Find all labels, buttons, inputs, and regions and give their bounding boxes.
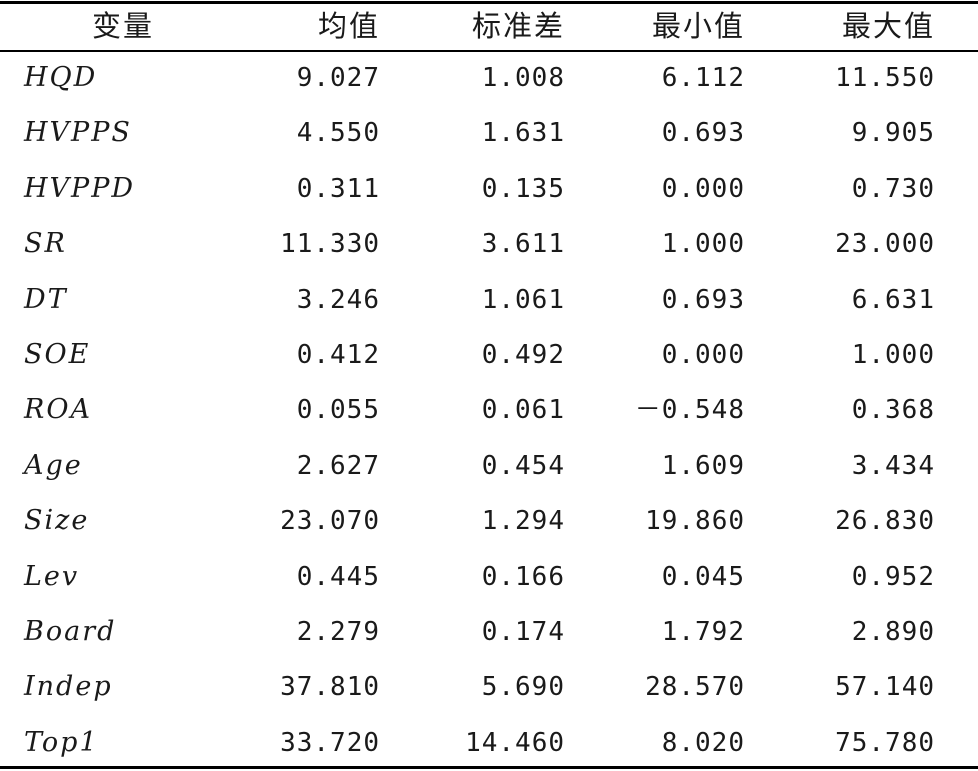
cell-sd: 0.454 [481, 451, 565, 481]
cell-min: 1.000 [661, 229, 745, 259]
cell-mean: 2.279 [296, 617, 380, 647]
cell-variable: HVPPS [24, 117, 132, 148]
table-row: Top1 33.720 14.460 8.020 75.780 [0, 723, 978, 763]
table-row: Indep 37.810 5.690 28.570 57.140 [0, 667, 978, 707]
cell-max: 6.631 [851, 285, 935, 315]
header-variable: 变量 [92, 9, 155, 43]
cell-min: 1.792 [661, 617, 745, 647]
cell-max: 75.780 [835, 728, 935, 758]
cell-mean: 33.720 [280, 728, 380, 758]
cell-sd: 0.166 [481, 562, 565, 592]
cell-variable: HQD [24, 62, 98, 93]
cell-sd: 1.061 [481, 285, 565, 315]
header-rule [0, 50, 978, 52]
cell-min: 28.570 [645, 672, 745, 702]
cell-sd: 14.460 [465, 728, 565, 758]
table-row: Board 2.279 0.174 1.792 2.890 [0, 612, 978, 652]
cell-variable: Indep [24, 671, 113, 702]
header-row: 变量 均值 标准差 最小值 最大值 [0, 6, 978, 46]
cell-max: 0.730 [851, 174, 935, 204]
cell-mean: 0.445 [296, 562, 380, 592]
bottom-rule [0, 766, 978, 769]
cell-max: 9.905 [851, 118, 935, 148]
cell-mean: 11.330 [280, 229, 380, 259]
cell-variable: SOE [24, 339, 91, 370]
cell-variable: Top1 [24, 727, 99, 758]
table-row: Lev 0.445 0.166 0.045 0.952 [0, 557, 978, 597]
cell-variable: Size [24, 505, 90, 536]
cell-mean: 4.550 [296, 118, 380, 148]
cell-min: 0.000 [661, 340, 745, 370]
cell-sd: 0.492 [481, 340, 565, 370]
table-row: HVPPD 0.311 0.135 0.000 0.730 [0, 169, 978, 209]
header-min: 最小值 [651, 9, 745, 43]
cell-variable: DT [24, 284, 68, 315]
cell-sd: 1.294 [481, 506, 565, 536]
table-row: DT 3.246 1.061 0.693 6.631 [0, 280, 978, 320]
cell-min: 0.045 [661, 562, 745, 592]
cell-mean: 2.627 [296, 451, 380, 481]
header-mean: 均值 [317, 9, 380, 43]
cell-min: －0.548 [634, 395, 745, 425]
cell-sd: 3.611 [481, 229, 565, 259]
table-row: HQD 9.027 1.008 6.112 11.550 [0, 58, 978, 98]
cell-max: 0.952 [851, 562, 935, 592]
cell-variable: ROA [24, 394, 92, 425]
cell-max: 23.000 [835, 229, 935, 259]
table-row: Age 2.627 0.454 1.609 3.434 [0, 446, 978, 486]
table-row: SR 11.330 3.611 1.000 23.000 [0, 224, 978, 264]
cell-mean: 3.246 [296, 285, 380, 315]
cell-mean: 23.070 [280, 506, 380, 536]
cell-max: 0.368 [851, 395, 935, 425]
cell-min: 0.693 [661, 285, 745, 315]
cell-variable: Lev [24, 561, 80, 592]
cell-min: 6.112 [661, 63, 745, 93]
cell-mean: 0.412 [296, 340, 380, 370]
cell-mean: 37.810 [280, 672, 380, 702]
table-row: Size 23.070 1.294 19.860 26.830 [0, 501, 978, 541]
cell-mean: 0.055 [296, 395, 380, 425]
cell-max: 3.434 [851, 451, 935, 481]
table-row: ROA 0.055 0.061 －0.548 0.368 [0, 390, 978, 430]
header-sd: 标准差 [471, 9, 565, 43]
cell-max: 57.140 [835, 672, 935, 702]
cell-sd: 1.008 [481, 63, 565, 93]
cell-min: 0.693 [661, 118, 745, 148]
cell-sd: 0.061 [481, 395, 565, 425]
table-row: HVPPS 4.550 1.631 0.693 9.905 [0, 113, 978, 153]
cell-sd: 0.174 [481, 617, 565, 647]
cell-min: 19.860 [645, 506, 745, 536]
cell-min: 8.020 [661, 728, 745, 758]
cell-variable: Board [24, 616, 117, 647]
cell-variable: HVPPD [24, 173, 136, 204]
top-rule [0, 1, 978, 4]
cell-variable: Age [24, 450, 83, 481]
cell-min: 1.609 [661, 451, 745, 481]
header-max: 最大值 [841, 9, 935, 43]
cell-mean: 0.311 [296, 174, 380, 204]
cell-max: 1.000 [851, 340, 935, 370]
cell-variable: SR [24, 228, 67, 259]
cell-max: 26.830 [835, 506, 935, 536]
cell-sd: 1.631 [481, 118, 565, 148]
cell-min: 0.000 [661, 174, 745, 204]
cell-max: 11.550 [835, 63, 935, 93]
cell-max: 2.890 [851, 617, 935, 647]
cell-sd: 0.135 [481, 174, 565, 204]
cell-mean: 9.027 [296, 63, 380, 93]
cell-sd: 5.690 [481, 672, 565, 702]
table-row: SOE 0.412 0.492 0.000 1.000 [0, 335, 978, 375]
